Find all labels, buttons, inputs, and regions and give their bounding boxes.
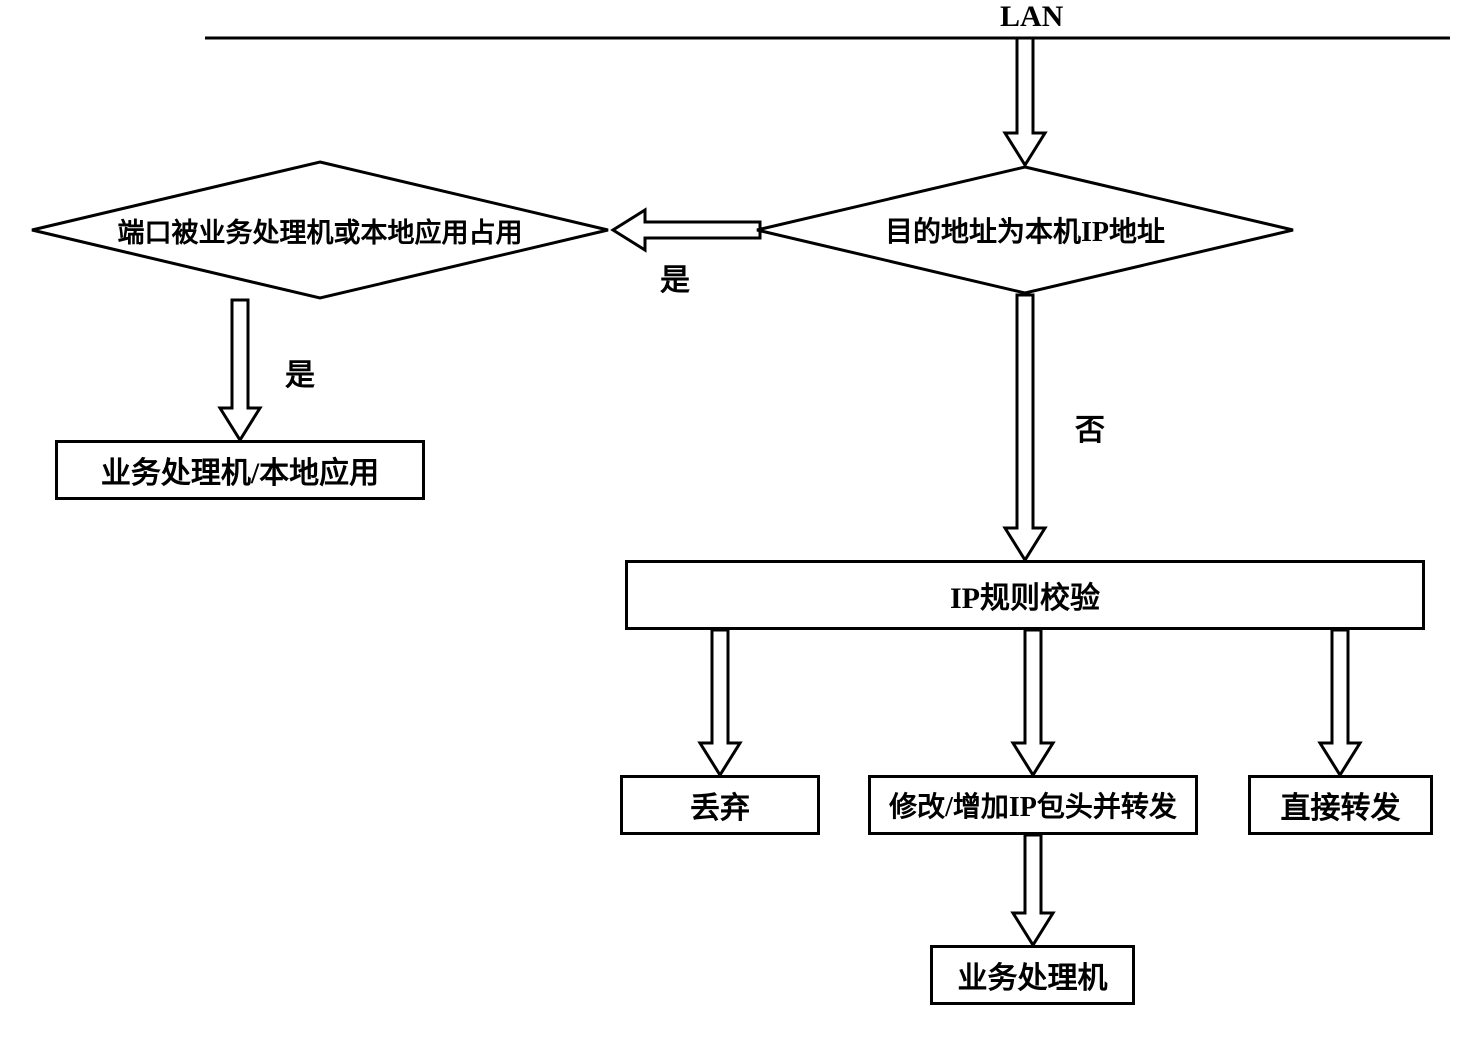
arrow-d1-to-d2: [610, 210, 760, 250]
flowchart-canvas: LAN 是 是 否 目的地址为本机IP地址: [0, 0, 1474, 1063]
box-local-app: 业务处理机/本地应用: [55, 440, 425, 500]
edge-label-no: 否: [1075, 405, 1105, 449]
box-service: 业务处理机: [930, 945, 1135, 1005]
box-forward-text: 直接转发: [1281, 783, 1401, 827]
box-drop: 丢弃: [620, 775, 820, 835]
box-forward: 直接转发: [1248, 775, 1433, 835]
box-service-text: 业务处理机: [958, 953, 1108, 997]
arrow-ip-to-fwd: [1320, 630, 1360, 777]
box-ip-rules: IP规则校验: [625, 560, 1425, 630]
arrow-d1-to-ip: [1005, 295, 1045, 562]
box-drop-text: 丢弃: [690, 783, 750, 827]
arrow-mod-to-svc: [1013, 835, 1053, 947]
box-local-app-text: 业务处理机/本地应用: [101, 448, 379, 492]
lan-underline: [0, 0, 1474, 40]
arrow-ip-to-mod: [1013, 630, 1053, 777]
arrow-ip-to-drop: [700, 630, 740, 777]
box-modify: 修改/增加IP包头并转发: [868, 775, 1198, 835]
diamond-port-occupied: [30, 160, 610, 300]
box-modify-text: 修改/增加IP包头并转发: [889, 785, 1177, 825]
arrow-lan-to-d1: [1005, 38, 1045, 168]
edge-label-yes2: 是: [285, 350, 315, 394]
edge-label-yes1: 是: [660, 255, 690, 299]
diamond-dest-ip: [755, 165, 1295, 295]
arrow-d2-to-local: [220, 300, 260, 442]
box-ip-rules-text: IP规则校验: [950, 573, 1100, 617]
